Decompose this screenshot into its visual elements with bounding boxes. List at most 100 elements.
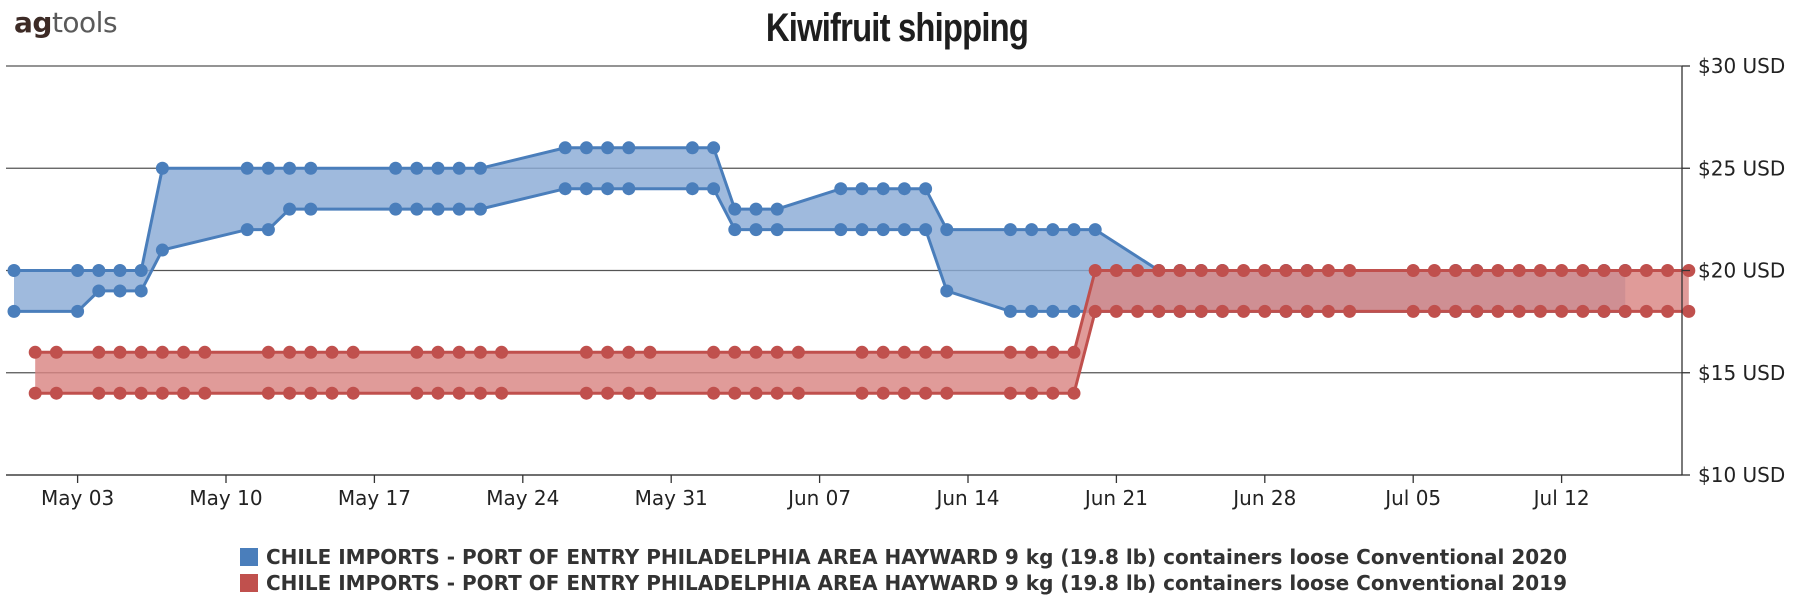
high-point-2019 <box>643 345 657 359</box>
low-point-2019 <box>1470 304 1484 318</box>
low-point-2020 <box>410 202 424 216</box>
high-point-2019 <box>473 345 487 359</box>
high-point-2020 <box>622 141 636 155</box>
high-point-2019 <box>1533 264 1547 277</box>
high-point-2019 <box>1449 264 1463 277</box>
low-point-2019 <box>261 386 275 400</box>
high-point-2020 <box>1003 223 1017 237</box>
high-point-2019 <box>897 345 911 359</box>
low-point-2020 <box>261 223 275 237</box>
low-point-2019 <box>1406 304 1420 318</box>
low-point-2019 <box>1152 304 1166 318</box>
low-point-2020 <box>155 243 169 257</box>
series-layer <box>7 141 1696 400</box>
low-point-2019 <box>155 386 169 400</box>
low-point-2019 <box>770 386 784 400</box>
high-point-2019 <box>1321 264 1335 277</box>
high-point-2019 <box>1639 264 1653 277</box>
low-point-2020 <box>1046 304 1060 318</box>
x-tick-label: Jun 21 <box>1083 486 1148 510</box>
high-point-2019 <box>495 345 509 359</box>
low-point-2019 <box>410 386 424 400</box>
low-point-2019 <box>134 386 148 400</box>
low-point-2019 <box>1258 304 1272 318</box>
low-point-2019 <box>177 386 191 400</box>
high-point-2020 <box>558 141 572 155</box>
high-point-2019 <box>1618 264 1632 277</box>
high-point-2020 <box>283 161 297 175</box>
low-point-2020 <box>134 284 148 298</box>
x-tick-label: May 03 <box>41 486 114 510</box>
low-point-2019 <box>1618 304 1632 318</box>
low-point-2019 <box>1067 386 1081 400</box>
high-point-2019 <box>919 345 933 359</box>
low-point-2019 <box>876 386 890 400</box>
high-point-2019 <box>770 345 784 359</box>
low-point-2019 <box>1597 304 1611 318</box>
high-point-2020 <box>155 161 169 175</box>
low-point-2020 <box>685 182 699 196</box>
low-point-2020 <box>7 304 21 318</box>
low-point-2019 <box>452 386 466 400</box>
low-point-2019 <box>495 386 509 400</box>
high-point-2019 <box>1343 264 1357 277</box>
low-point-2019 <box>749 386 763 400</box>
high-point-2019 <box>749 345 763 359</box>
kiwifruit-range-chart: $10 USD $15 USD $20 USD $25 USD $30 USD May 0… <box>6 54 1785 510</box>
high-point-2020 <box>855 182 869 196</box>
low-point-2020 <box>283 202 297 216</box>
high-point-2020 <box>1025 223 1039 237</box>
x-tick-label: May 10 <box>189 486 262 510</box>
low-point-2019 <box>1682 304 1696 318</box>
x-tick-label: Jun 07 <box>786 486 851 510</box>
high-point-2020 <box>92 264 106 277</box>
high-point-2019 <box>1512 264 1526 277</box>
high-point-2020 <box>473 161 487 175</box>
high-point-2019 <box>579 345 593 359</box>
low-point-2019 <box>283 386 297 400</box>
y-tick-label: $10 USD <box>1698 463 1785 487</box>
high-point-2019 <box>1152 264 1166 277</box>
low-point-2019 <box>601 386 615 400</box>
low-point-2020 <box>601 182 615 196</box>
low-point-2020 <box>92 284 106 298</box>
low-point-2020 <box>558 182 572 196</box>
low-point-2020 <box>579 182 593 196</box>
high-point-2020 <box>7 264 21 277</box>
high-point-2020 <box>919 182 933 196</box>
high-point-2019 <box>1576 264 1590 277</box>
high-point-2019 <box>1025 345 1039 359</box>
low-point-2020 <box>71 304 85 318</box>
legend-item-2020[interactable]: CHILE IMPORTS - PORT OF ENTRY PHILADELPH… <box>240 544 1567 570</box>
high-point-2019 <box>1406 264 1420 277</box>
low-point-2019 <box>1109 304 1123 318</box>
high-point-2019 <box>198 345 212 359</box>
high-point-2019 <box>1067 345 1081 359</box>
high-point-2019 <box>113 345 127 359</box>
high-point-2020 <box>389 161 403 175</box>
high-point-2019 <box>410 345 424 359</box>
low-point-2019 <box>728 386 742 400</box>
axis-layer: $10 USD $15 USD $20 USD $25 USD $30 USD May 0… <box>6 54 1785 510</box>
high-point-2020 <box>452 161 466 175</box>
high-point-2019 <box>304 345 318 359</box>
low-point-2019 <box>325 386 339 400</box>
x-tick-label: May 24 <box>486 486 559 510</box>
low-point-2020 <box>622 182 636 196</box>
high-point-2019 <box>177 345 191 359</box>
high-point-2020 <box>940 223 954 237</box>
high-point-2020 <box>240 161 254 175</box>
low-point-2019 <box>1025 386 1039 400</box>
low-point-2020 <box>855 223 869 237</box>
low-point-2020 <box>728 223 742 237</box>
x-tick-label: Jun 28 <box>1231 486 1296 510</box>
logo-part-tools: tools <box>51 6 118 39</box>
x-tick-label: Jul 05 <box>1383 486 1441 510</box>
high-point-2020 <box>834 182 848 196</box>
low-point-2020 <box>1025 304 1039 318</box>
high-point-2019 <box>622 345 636 359</box>
high-point-2019 <box>346 345 360 359</box>
low-point-2019 <box>1194 304 1208 318</box>
legend-item-2019[interactable]: CHILE IMPORTS - PORT OF ENTRY PHILADELPH… <box>240 570 1567 596</box>
low-point-2019 <box>855 386 869 400</box>
